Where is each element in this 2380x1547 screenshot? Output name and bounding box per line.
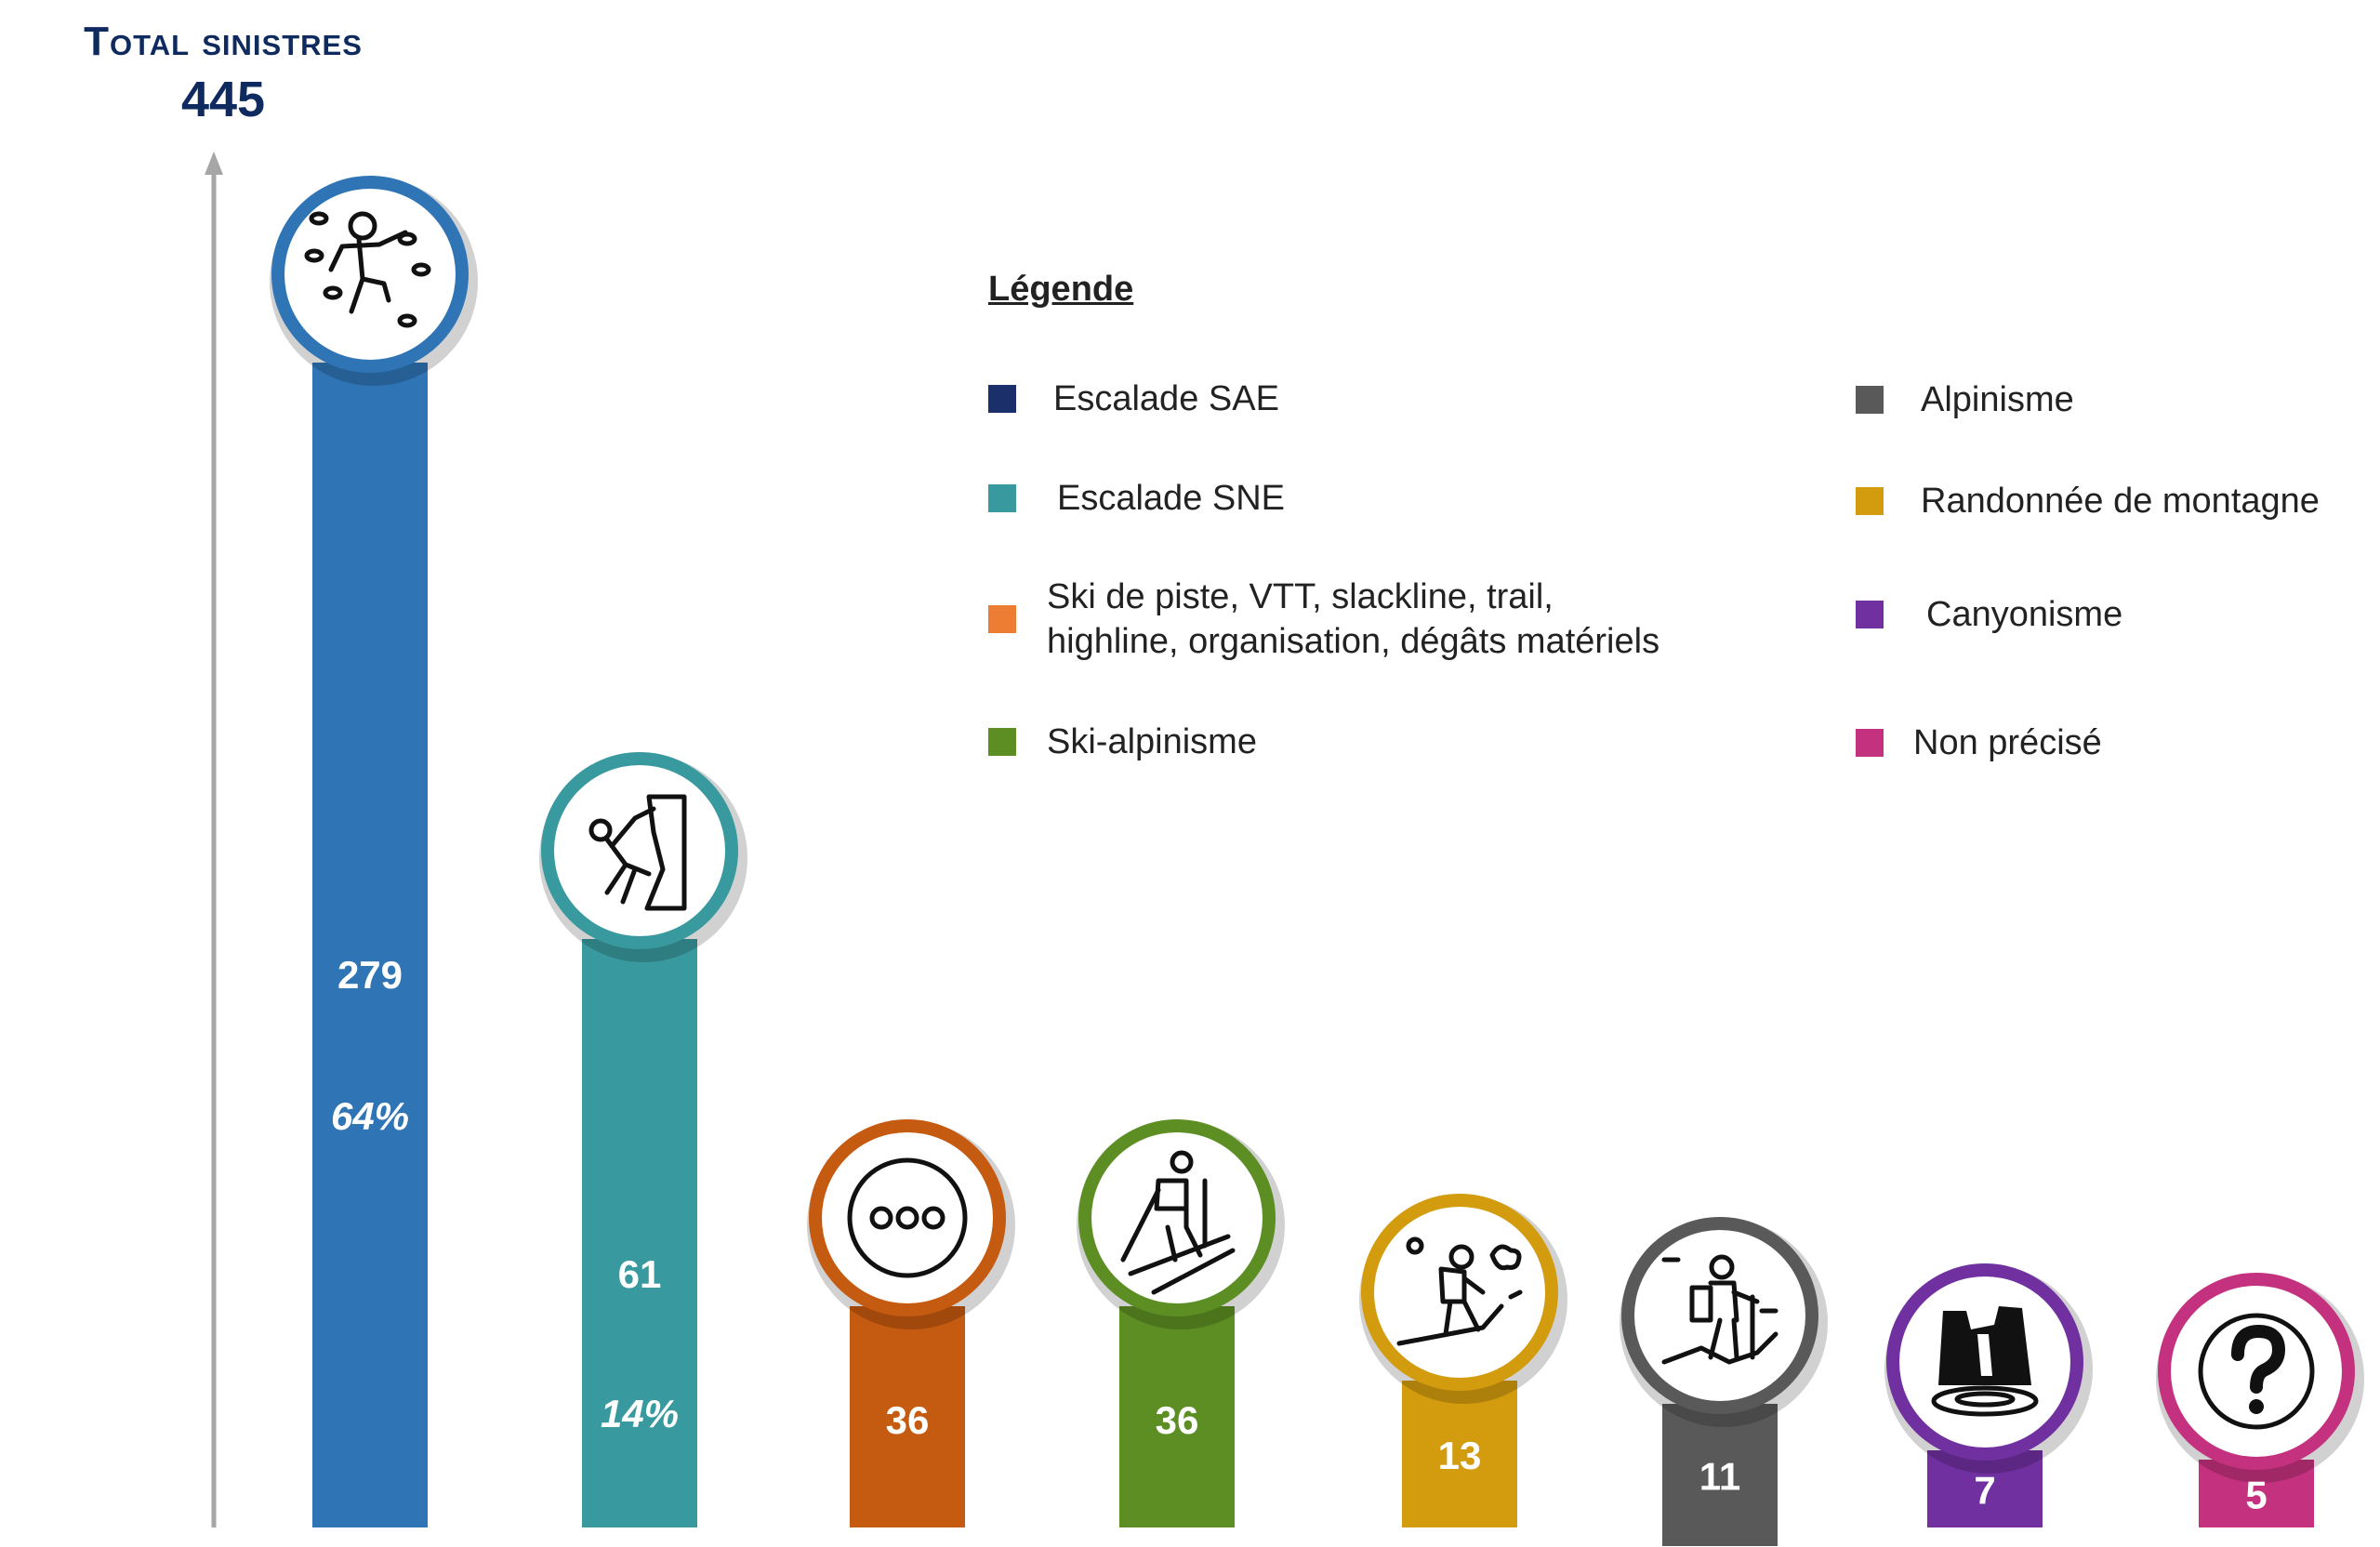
bar-percent-label: 14% <box>601 1392 679 1435</box>
legend-label: Escalade SNE <box>1057 479 1286 518</box>
bar-percent-label: 64% <box>331 1094 409 1138</box>
bar-value-label: 13 <box>1438 1434 1482 1477</box>
bar-value-label: 279 <box>337 953 403 997</box>
legend-label: Randonnée de montagne <box>1921 482 2320 521</box>
legend-item-escalade-sne: Escalade SNE <box>988 476 1285 521</box>
legend-heading: Légende <box>988 270 1134 309</box>
bar <box>582 939 697 1527</box>
bar-value-label: 5 <box>2245 1474 2267 1517</box>
legend-item-alpinisme: Alpinisme <box>1856 377 2074 422</box>
legend-item-non-precise: Non précisé <box>1856 721 2102 765</box>
bar-value-label: 36 <box>886 1398 930 1442</box>
canyon-waterfall-icon <box>1931 1306 2039 1417</box>
bar-group: 5 <box>2156 1273 2364 1527</box>
bar-group: 36 <box>1077 1119 1285 1527</box>
bar <box>1402 1381 1517 1527</box>
legend-swatch <box>1856 487 1884 515</box>
legend-swatch <box>1856 601 1884 628</box>
bar-group: 11 <box>1620 1217 1828 1546</box>
bar-group: 36 <box>807 1119 1015 1527</box>
legend-label: Non précisé <box>1913 723 2102 762</box>
bar-group: 61 14% <box>539 752 747 1527</box>
bar <box>1662 1404 1778 1546</box>
legend-label: Ski-alpinisme <box>1047 722 1257 761</box>
legend-label: Canyonisme <box>1926 595 2123 634</box>
indoor-climber-icon <box>304 211 431 328</box>
bar-group: 13 <box>1359 1194 1567 1527</box>
legend-swatch <box>1856 729 1884 757</box>
bar-group: 279 64% <box>270 176 478 1527</box>
icon-badge <box>554 765 725 936</box>
legend-label: Ski de piste, VTT, slackline, trail, hig… <box>1047 577 1660 661</box>
ski-touring-icon <box>1120 1150 1236 1295</box>
bar-group: 7 <box>1884 1263 2093 1527</box>
bar <box>2199 1460 2314 1527</box>
title-label: Total sinistres <box>84 19 363 64</box>
legend-item-randonnee: Randonnée de montagne <box>1856 479 2320 523</box>
outdoor-climber-icon <box>588 794 687 911</box>
total-count: 445 <box>180 72 266 127</box>
ellipsis-icon <box>847 1157 968 1278</box>
legend-label: Escalade SAE <box>1053 379 1279 418</box>
icon-badge <box>1374 1207 1545 1378</box>
bar <box>850 1306 965 1527</box>
icon-badge <box>822 1132 993 1303</box>
legend-swatch <box>988 484 1016 512</box>
legend-swatch <box>988 728 1016 756</box>
legend-item-ski-alpinisme: Ski-alpinisme <box>988 720 1257 764</box>
legend-swatch <box>988 385 1016 413</box>
bar-value-label: 36 <box>1156 1398 1199 1442</box>
bar <box>1119 1306 1235 1527</box>
bar <box>1927 1450 2043 1527</box>
mountaineer-icon <box>1661 1254 1778 1365</box>
bar-value-label: 61 <box>618 1252 662 1296</box>
legend-item-canyonisme: Canyonisme <box>1856 592 2122 637</box>
legend-swatch <box>988 605 1016 633</box>
bar-value-label: 11 <box>1699 1455 1740 1499</box>
legend-label: Alpinisme <box>1921 380 2074 419</box>
y-axis-arrow <box>205 152 223 175</box>
legend-swatch <box>1856 386 1884 414</box>
bar-value-label: 7 <box>1974 1469 1995 1513</box>
bar <box>312 363 428 1527</box>
question-mark-icon <box>2198 1313 2315 1430</box>
icon-badge <box>1091 1132 1263 1303</box>
chart-title: Total sinistres 445 <box>28 19 418 128</box>
hiker-icon <box>1396 1236 1523 1346</box>
legend-item-escalade-sae: Escalade SAE <box>988 377 1279 421</box>
legend-item-autres: Ski de piste, VTT, slackline, trail, hig… <box>988 575 1659 664</box>
